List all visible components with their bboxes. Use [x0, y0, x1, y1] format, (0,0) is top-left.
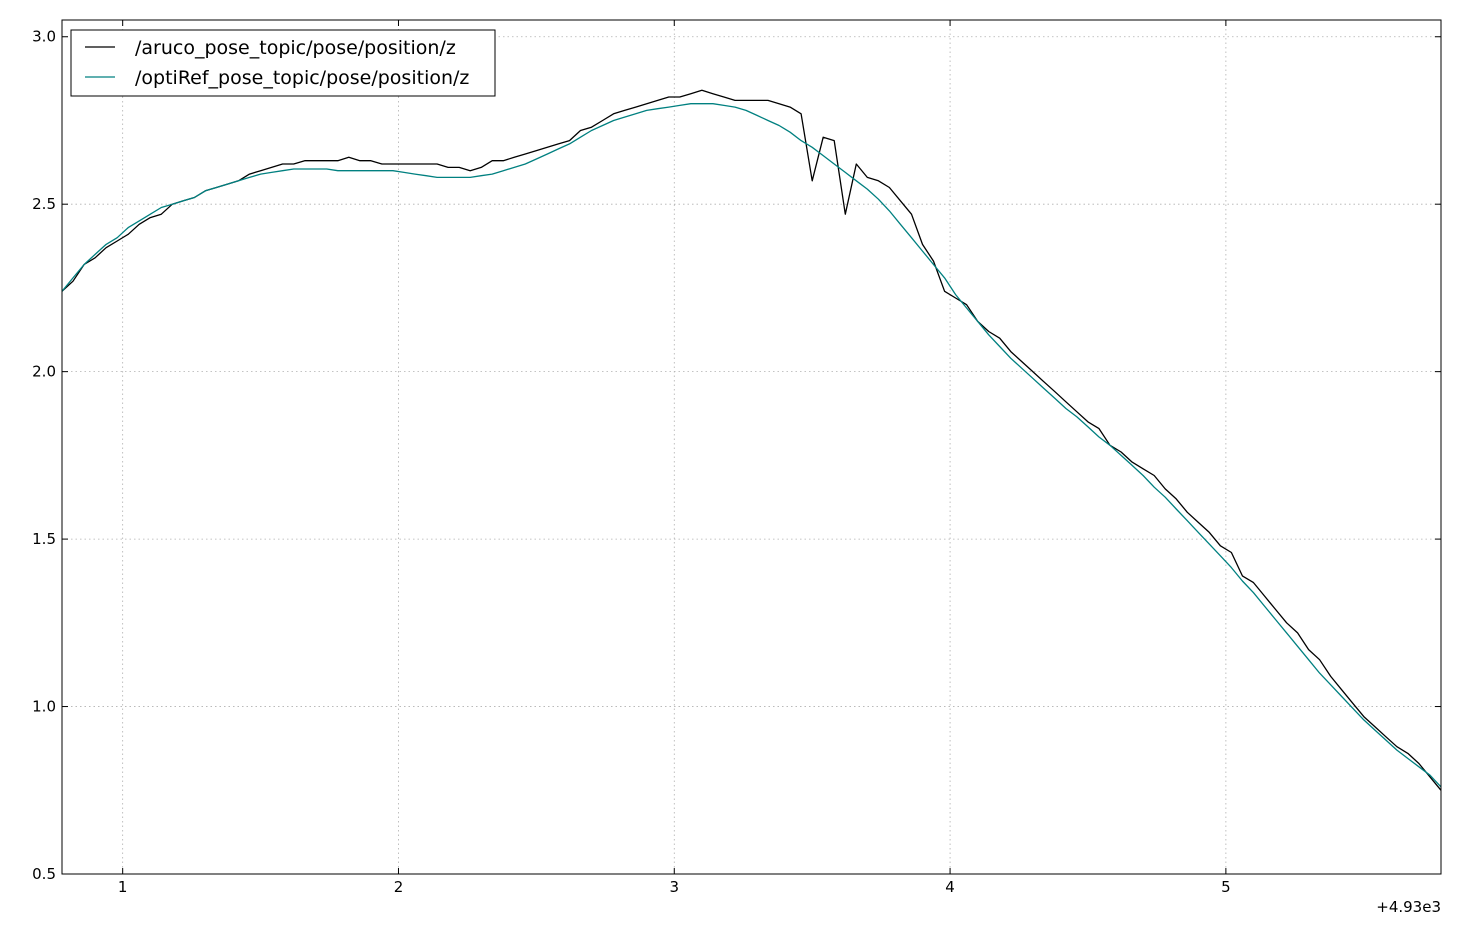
plot-frame	[61, 19, 1442, 875]
legend-label-optiref: /optiRef_pose_topic/pose/position/z	[135, 67, 469, 89]
series-line-1	[62, 103, 1441, 788]
x-tick-label: 5	[1221, 878, 1231, 896]
series-line-0	[62, 89, 1441, 791]
x-tick-label: 1	[118, 878, 128, 896]
y-tick-label: 2.0	[32, 363, 56, 381]
y-tick-label: 2.5	[32, 195, 56, 213]
x-tick-label: 4	[945, 878, 955, 896]
legend: /aruco_pose_topic/pose/position/z /optiR…	[70, 29, 496, 97]
tick-labels: 1 2 3 4 5 0.5 1.0 1.5 2.0 2.5 3.0	[32, 28, 1231, 896]
x-tick-label: 3	[670, 878, 680, 896]
tick-marks	[62, 20, 1441, 875]
y-tick-label: 3.0	[32, 28, 56, 46]
series-layer	[62, 89, 1441, 791]
legend-box	[70, 29, 496, 97]
x-axis-offset-label: +4.93e3	[1376, 898, 1441, 916]
x-tick-label: 2	[394, 878, 404, 896]
legend-label-aruco: /aruco_pose_topic/pose/position/z	[135, 37, 456, 59]
y-tick-label: 1.5	[32, 530, 56, 548]
y-tick-label: 0.5	[32, 865, 56, 883]
y-tick-label: 1.0	[32, 698, 56, 716]
